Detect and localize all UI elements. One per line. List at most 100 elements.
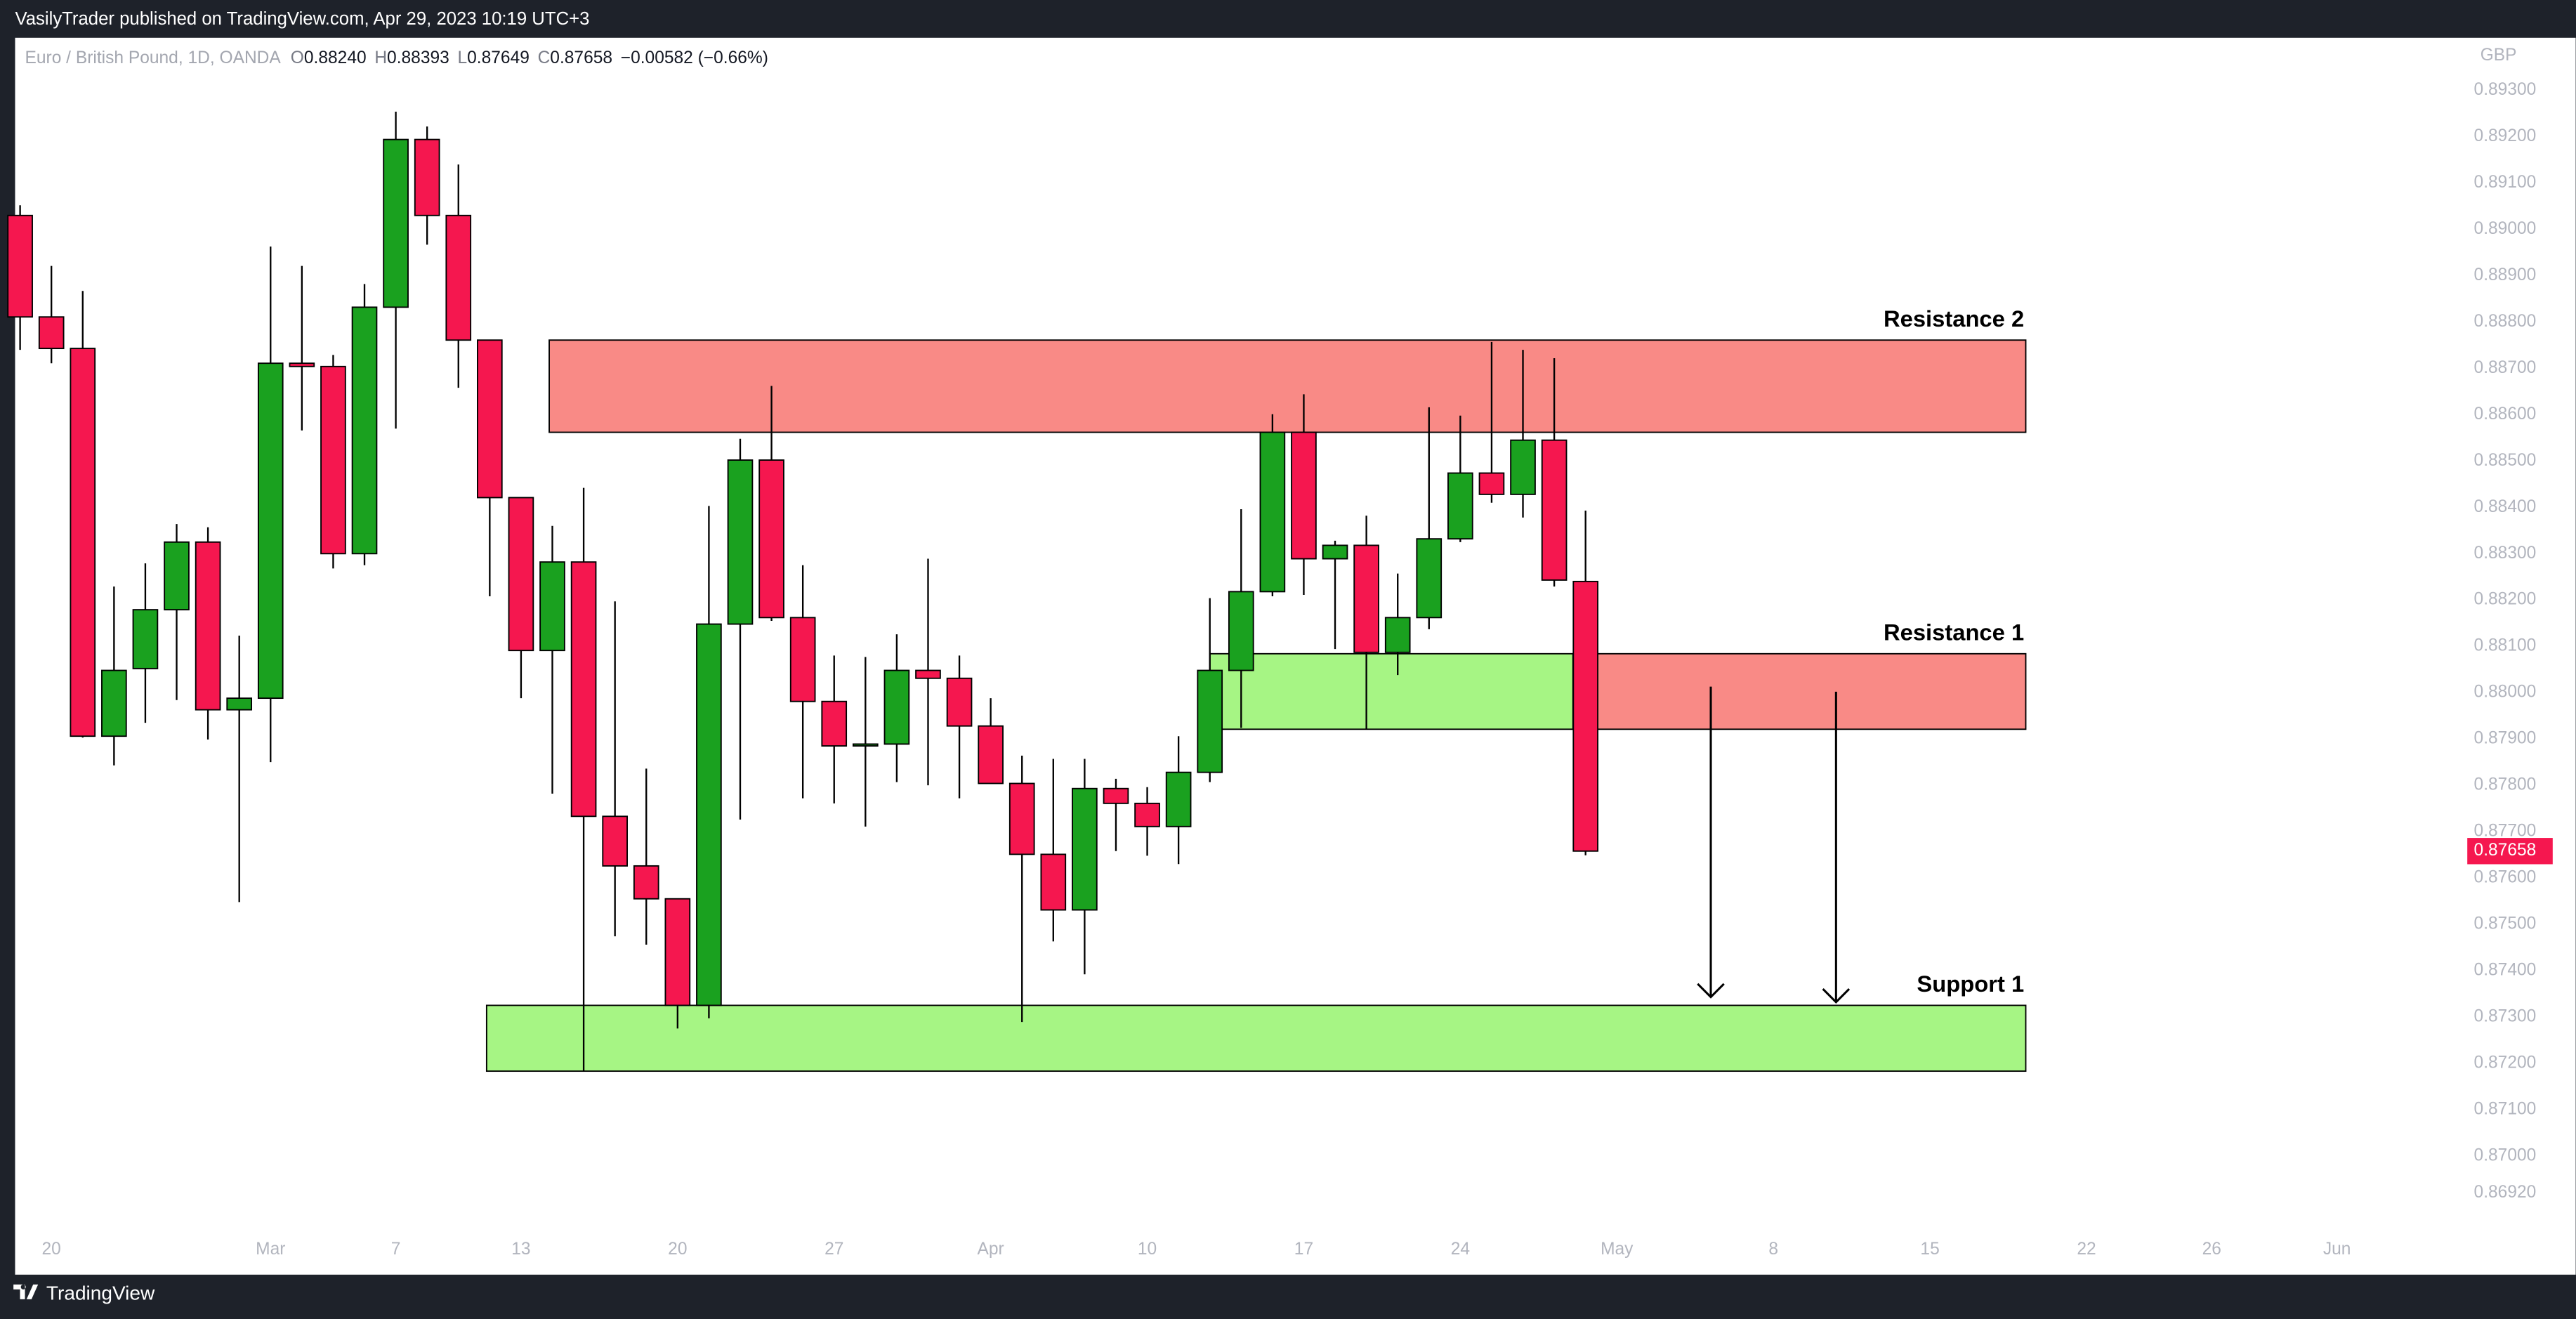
legend-key: L — [457, 49, 467, 68]
y-tick-label: 0.88700 — [2474, 358, 2537, 377]
y-tick-label: 0.88300 — [2474, 544, 2537, 563]
zone — [548, 339, 2027, 433]
candle-body — [1134, 802, 1160, 827]
symbol-name: Euro / British Pound, 1D, OANDA — [25, 49, 282, 68]
brand-logo — [13, 1284, 39, 1299]
candle-body — [696, 623, 722, 1006]
candle-body — [1259, 431, 1286, 593]
y-tick-label: 0.88100 — [2474, 636, 2537, 655]
candle-body — [1353, 544, 1379, 653]
candle-body — [1008, 782, 1035, 855]
legend-value: 0.87649 — [467, 49, 530, 68]
legend-value: 0.88240 — [304, 49, 367, 68]
zone — [1209, 652, 1574, 730]
candle-body — [946, 677, 973, 727]
publish-header: VasilyTrader published on TradingView.co… — [15, 9, 589, 29]
legend-value: 0.87658 — [550, 49, 612, 68]
candle-body — [602, 815, 628, 867]
candle-body — [164, 541, 190, 611]
candle-body — [132, 609, 159, 669]
candle-body — [195, 541, 221, 711]
legend-key: H — [374, 49, 387, 68]
candle-body — [1165, 771, 1192, 827]
candle-body — [1228, 591, 1254, 671]
candle-body — [664, 898, 691, 1006]
candle-body — [257, 362, 284, 700]
legend-value: 0.88393 — [387, 49, 449, 68]
currency-label: GBP — [2480, 46, 2517, 65]
candle-body — [1103, 787, 1129, 804]
brand-name: TradingView — [46, 1282, 155, 1304]
x-tick-label: May — [1601, 1240, 1634, 1259]
candle-body — [38, 316, 65, 350]
candle-body — [1322, 544, 1348, 560]
y-tick-label: 0.89000 — [2474, 219, 2537, 238]
y-tick-label: 0.87500 — [2474, 914, 2537, 933]
x-tick-label: 15 — [1920, 1240, 1939, 1259]
last-price-tag — [2467, 838, 2553, 865]
candle-body — [70, 348, 96, 737]
last-price-label: 0.87658 — [2474, 841, 2537, 860]
candle-body — [852, 743, 879, 747]
arrow — [1822, 691, 1851, 1004]
candle-body — [383, 138, 409, 308]
candle-body — [1384, 617, 1411, 653]
zone-label: Support 1 — [1917, 971, 2024, 997]
y-tick-label: 0.87400 — [2474, 960, 2537, 979]
candle-body — [7, 214, 33, 318]
candle-body — [883, 669, 910, 745]
y-tick-label: 0.87200 — [2474, 1053, 2537, 1072]
x-tick-label: 26 — [2202, 1240, 2221, 1259]
x-tick-label: 22 — [2077, 1240, 2096, 1259]
candle-body — [1478, 472, 1505, 495]
y-tick-label: 0.87600 — [2474, 868, 2537, 887]
x-tick-label: 8 — [1768, 1240, 1778, 1259]
x-tick-label: Jun — [2323, 1240, 2351, 1259]
candle-body — [1072, 787, 1098, 911]
candle-body — [351, 306, 378, 555]
candle-body — [633, 865, 659, 900]
candle-body — [508, 497, 534, 652]
legend-key: O — [291, 49, 304, 68]
zone — [485, 1004, 2027, 1072]
candle-body — [1541, 439, 1568, 581]
x-tick-label: 13 — [511, 1240, 530, 1259]
x-tick-label: Apr — [978, 1240, 1004, 1259]
x-tick-label: 20 — [42, 1240, 61, 1259]
zone-label: Resistance 1 — [1884, 619, 2024, 645]
candle-body — [289, 362, 315, 367]
candle-body — [1510, 439, 1536, 495]
y-tick-label: 0.88500 — [2474, 451, 2537, 470]
candle-body — [821, 700, 848, 747]
arrow — [1697, 686, 1725, 999]
y-tick-label: 0.88800 — [2474, 312, 2537, 331]
y-tick-label: 0.88000 — [2474, 683, 2537, 702]
x-tick-label: 7 — [391, 1240, 401, 1259]
x-tick-label: 17 — [1294, 1240, 1313, 1259]
x-tick-label: 10 — [1138, 1240, 1157, 1259]
y-tick-label: 0.88400 — [2474, 497, 2537, 516]
x-tick-label: 27 — [824, 1240, 843, 1259]
candle-body — [1291, 431, 1317, 560]
zone — [1572, 652, 2027, 730]
y-tick-label: 0.88900 — [2474, 265, 2537, 284]
y-tick-label: 0.87000 — [2474, 1146, 2537, 1164]
candle-body — [1416, 538, 1443, 619]
candle-body — [1040, 853, 1067, 911]
y-tick-label: 0.88600 — [2474, 405, 2537, 424]
candle-body — [570, 561, 597, 818]
y-tick-label: 0.87900 — [2474, 729, 2537, 748]
candle-body — [445, 214, 472, 341]
candle-body — [1572, 580, 1599, 852]
candle-body — [978, 725, 1004, 785]
x-tick-label: 24 — [1451, 1240, 1470, 1259]
y-tick-label: 0.86920 — [2474, 1183, 2537, 1202]
y-tick-label: 0.88200 — [2474, 590, 2537, 609]
y-tick-label: 0.87700 — [2474, 822, 2537, 841]
y-tick-label: 0.87100 — [2474, 1099, 2537, 1118]
candle-body — [727, 459, 754, 625]
candle-body — [915, 669, 941, 679]
candle-body — [226, 697, 253, 711]
candle-body — [1447, 472, 1473, 540]
